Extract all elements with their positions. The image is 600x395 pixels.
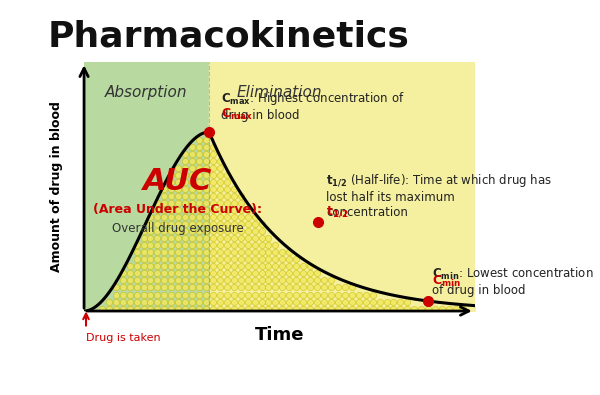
- Text: Pharmacokinetics: Pharmacokinetics: [48, 20, 410, 54]
- Text: $\mathbf{C_{min}}$: $\mathbf{C_{min}}$: [431, 274, 461, 289]
- Text: Absorption: Absorption: [105, 85, 188, 100]
- Text: $\mathbf{C_{min}}$: Lowest concentration
of drug in blood: $\mathbf{C_{min}}$: Lowest concentration…: [431, 266, 593, 297]
- Text: $\mathbf{C_{max}}$: $\mathbf{C_{max}}$: [221, 107, 253, 122]
- Text: AUC: AUC: [143, 167, 212, 196]
- Text: Time: Time: [254, 326, 304, 344]
- Text: Overall drug exposure: Overall drug exposure: [112, 222, 244, 235]
- Text: $\mathbf{t_{1/2}}$ (Half-life): Time at which drug has
lost half its maximum
con: $\mathbf{t_{1/2}}$ (Half-life): Time at …: [326, 173, 552, 219]
- Text: Elimination: Elimination: [236, 85, 322, 100]
- Text: (Area Under the Curve):: (Area Under the Curve):: [93, 203, 262, 216]
- Text: $\mathbf{C_{max}}$: Highest concentration of
drug in blood: $\mathbf{C_{max}}$: Highest concentratio…: [221, 90, 404, 122]
- Text: Drug is taken: Drug is taken: [86, 333, 161, 343]
- Text: $\mathbf{t_{1/2}}$: $\mathbf{t_{1/2}}$: [326, 204, 349, 219]
- Text: Amount of drug in blood: Amount of drug in blood: [50, 101, 63, 272]
- Bar: [84, 62, 209, 311]
- Bar: [209, 62, 475, 311]
